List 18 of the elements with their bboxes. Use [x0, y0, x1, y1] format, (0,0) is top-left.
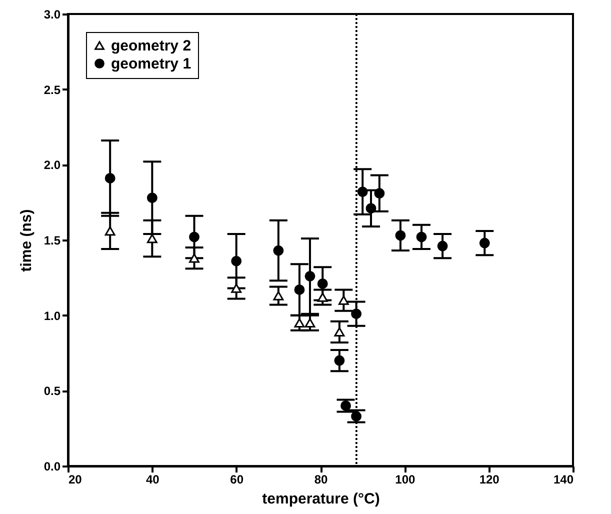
x-tick-label: 100: [395, 472, 416, 486]
y-tick-label: 1.5: [44, 234, 61, 248]
x-tick-label: 40: [146, 472, 160, 486]
x-tick-label: 20: [68, 472, 82, 486]
x-axis-title: temperature (°C): [262, 490, 380, 508]
y-tick-label: 2.0: [44, 158, 61, 172]
x-tick-label: 60: [230, 472, 244, 486]
legend-label: geometry 1: [111, 56, 192, 72]
x-tick-label: 80: [314, 472, 328, 486]
y-tick-label: 0.0: [44, 460, 61, 474]
x-tick-label: 120: [479, 472, 500, 486]
y-tick-label: 1.0: [44, 308, 61, 323]
y-tick-label: 0.5: [44, 384, 61, 398]
y-axis-title: time (ns): [18, 209, 35, 272]
x-tick-label: 140: [553, 472, 574, 486]
legend-label: geometry 2: [111, 38, 192, 54]
y-tick-label: 2.5: [44, 82, 61, 97]
y-tick-label: 3.0: [44, 8, 61, 22]
